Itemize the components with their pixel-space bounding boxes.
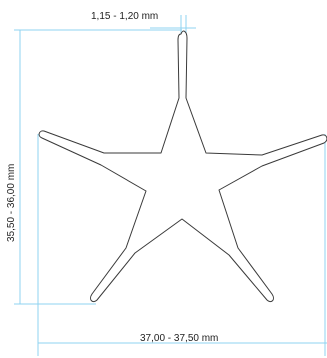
top-width-dimension-label: 1,15 - 1,20 mm xyxy=(91,11,158,22)
height-dimension-label: 35,50 - 36,00 mm xyxy=(6,164,17,242)
star-shape-outline xyxy=(38,30,327,303)
width-dimension-label: 37,00 - 37,50 mm xyxy=(140,333,218,344)
dimension-lines xyxy=(14,15,327,356)
